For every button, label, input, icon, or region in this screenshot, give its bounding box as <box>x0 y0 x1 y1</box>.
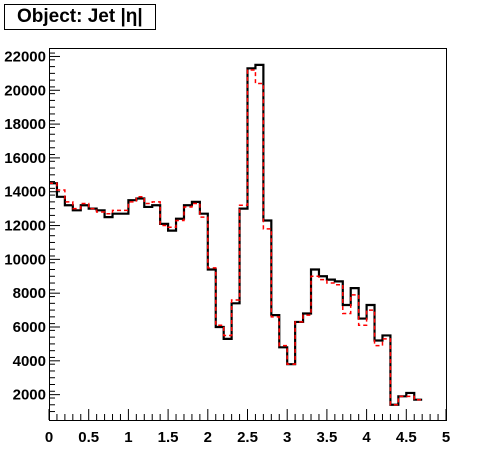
x-tick-label: 0 <box>45 429 53 446</box>
x-tick-label: 3.5 <box>316 429 337 446</box>
plot-frame <box>49 48 447 421</box>
x-tick-label: 1 <box>124 429 132 446</box>
x-tick-label: 1.5 <box>158 429 179 446</box>
series-layer <box>49 63 423 406</box>
x-tick-label: 0.5 <box>78 429 99 446</box>
axis-layer: 0 0.5 1 1.5 2 2.5 3 3.5 4 4.5 5 2000 4000 6000 8000 100… <box>4 48 450 446</box>
y-tick-label: 14000 <box>4 184 46 201</box>
histogram-series-1 <box>49 63 423 406</box>
x-tick-label: 2.5 <box>237 429 258 446</box>
y-tick-label: 4000 <box>13 353 46 370</box>
y-tick-label: 20000 <box>4 82 46 99</box>
y-tick-label: 8000 <box>13 285 46 302</box>
x-tick-label: 5 <box>442 429 450 446</box>
y-tick-label: 22000 <box>4 48 46 65</box>
y-tick-label: 18000 <box>4 116 46 133</box>
y-tick-label: 10000 <box>4 251 46 268</box>
y-tick-label: 16000 <box>4 150 46 167</box>
x-tick-label: 4 <box>362 429 371 446</box>
y-tick-label: 2000 <box>13 387 46 404</box>
chart-title: Object: Jet |η| <box>4 4 156 30</box>
histogram-series-2 <box>49 69 423 406</box>
x-tick-label: 4.5 <box>396 429 417 446</box>
y-tick-label: 6000 <box>13 319 46 336</box>
y-tick-label: 12000 <box>4 218 46 235</box>
x-tick-label: 3 <box>283 429 291 446</box>
x-tick-label: 2 <box>204 429 212 446</box>
